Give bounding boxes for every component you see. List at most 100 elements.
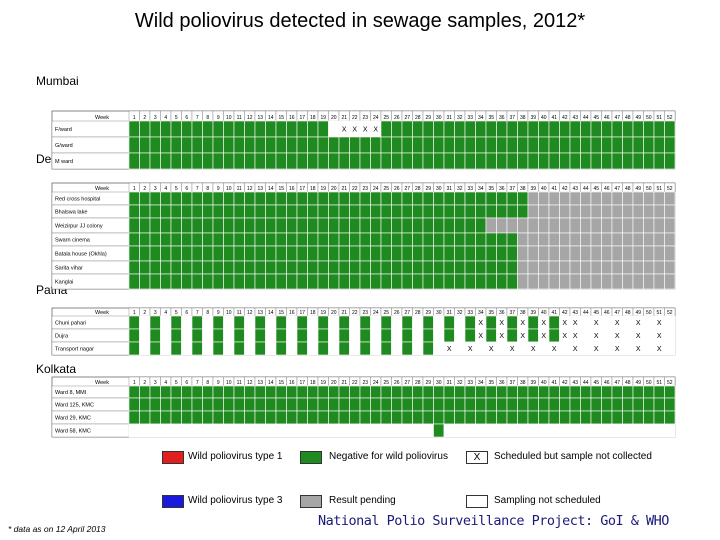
week-tick-label: 27 [404,310,410,316]
week-cell-G [538,152,550,170]
week-tick-label: 28 [415,186,421,192]
week-tick-label: 13 [257,186,263,192]
week-tick-label: 30 [436,380,442,386]
week-cell-G [475,260,487,275]
week-cell-G [139,191,151,206]
week-cell-P [611,217,623,234]
week-cell-G [380,152,392,170]
week-cell-G [128,410,140,425]
week-cell-G [181,385,193,399]
week-cell-G [149,232,161,247]
legend-swatch-negative [300,451,322,464]
week-tick-label: 28 [415,115,421,121]
week-cell-G [527,328,539,343]
week-cell-G [128,273,140,290]
week-cell-G [611,410,623,425]
week-cell-G [349,245,361,262]
week-cell-W [296,423,308,438]
week-cell-G [244,136,256,154]
week-cell-G [443,273,455,290]
week-cell-P [580,191,592,206]
week-cell-W [580,341,592,356]
week-cell-P [611,232,623,247]
week-cell-G [223,385,235,399]
week-cell-G [265,136,277,154]
week-cell-G [275,191,287,206]
week-cell-W [139,328,151,343]
week-cell-G [286,136,298,154]
week-cell-G [464,232,476,247]
week-cell-G [559,410,571,425]
week-cell-G [317,341,329,356]
week-cell-P [548,217,560,234]
week-cell-G [527,385,539,399]
week-cell-G [191,397,203,412]
week-cell-W [181,315,193,330]
week-cell-G [307,410,319,425]
week-cell-G [307,273,319,290]
week-tick-label: 11 [237,186,242,192]
week-cell-W [370,328,382,343]
week-cell-P [632,217,644,234]
week-cell-G [254,204,266,219]
site-name-label: Ward 125, KMC [55,403,94,409]
week-tick-label: 51 [656,310,662,316]
week-cell-G [233,136,245,154]
week-cell-P [559,191,571,206]
week-cell-G [296,245,308,262]
week-cell-G [391,273,403,290]
week-cell-G [422,410,434,425]
week-tick-label: 45 [593,380,599,386]
week-cell-G [527,410,539,425]
week-tick-label: 42 [562,115,568,121]
week-cell-G [622,385,634,399]
week-cell-G [149,341,161,356]
week-cell-P [653,260,665,275]
week-tick-label: 41 [551,115,557,121]
week-cell-P [601,273,613,290]
week-tick-label: 47 [614,186,620,192]
week-tick-label: 25 [383,115,389,121]
week-tick-label: 24 [373,310,379,316]
week-tick-label: 2 [143,115,146,121]
week-cell-G [653,136,665,154]
week-cell-G [380,191,392,206]
week-cell-G [412,204,424,219]
not-collected-mark: X [499,320,504,327]
week-tick-label: 7 [196,310,199,316]
week-cell-G [443,410,455,425]
week-tick-label: 1 [133,186,136,192]
week-cell-G [380,328,392,343]
week-cell-G [212,260,224,275]
week-cell-G [601,136,613,154]
week-cell-G [454,273,466,290]
week-cell-W [580,423,592,438]
week-cell-W [328,341,340,356]
week-cell-W [286,328,298,343]
week-cell-G [202,410,214,425]
week-cell-G [538,136,550,154]
week-cell-G [223,217,235,234]
week-cell-G [181,245,193,262]
week-tick-label: 5 [175,380,178,386]
week-cell-G [643,136,655,154]
week-cell-G [422,385,434,399]
week-cell-G [349,273,361,290]
week-cell-G [454,204,466,219]
week-cell-G [286,385,298,399]
week-cell-G [569,410,581,425]
week-tick-label: 6 [185,186,188,192]
week-cell-P [611,260,623,275]
week-tick-label: 43 [572,380,578,386]
week-cell-P [643,217,655,234]
week-cell-G [464,191,476,206]
week-cell-G [328,152,340,170]
week-cell-G [506,385,518,399]
week-cell-P [580,273,592,290]
week-cell-G [611,385,623,399]
week-tick-label: 25 [383,380,389,386]
week-cell-G [275,273,287,290]
week-tick-label: 15 [278,380,284,386]
week-cell-G [412,120,424,138]
week-cell-G [317,260,329,275]
